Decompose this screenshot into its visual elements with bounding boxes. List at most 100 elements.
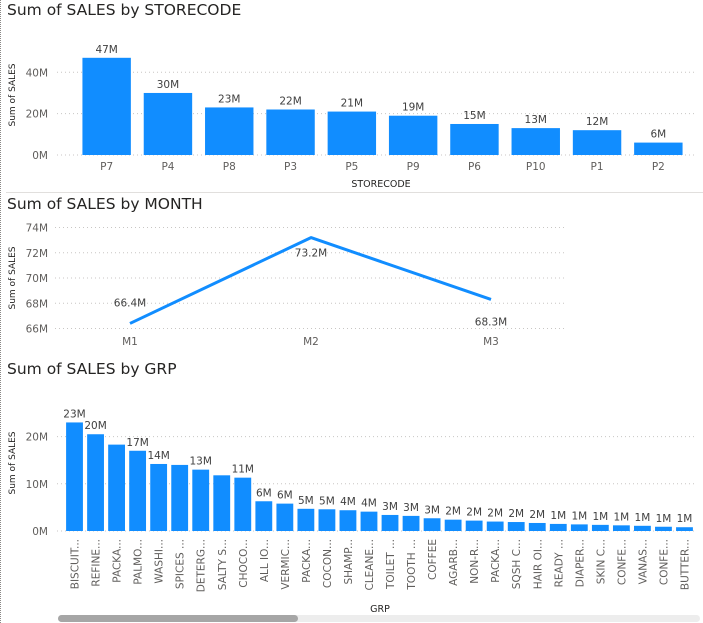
store-y-tick: 20M xyxy=(26,109,48,121)
store-bar xyxy=(327,111,377,155)
grp-x-tick: PACKA... xyxy=(301,539,313,583)
grp-x-tick: HAIR OI... xyxy=(532,539,544,589)
store-x-tick: P5 xyxy=(345,161,358,173)
grp-bar xyxy=(297,508,315,531)
grp-x-tick: READY ... xyxy=(553,539,565,587)
store-x-tick: P1 xyxy=(591,161,604,173)
grp-data-label: 13M xyxy=(190,456,212,468)
grp-x-tick: COFFEE xyxy=(427,539,439,580)
grp-bar xyxy=(591,524,609,531)
store-x-tick: P6 xyxy=(468,161,481,173)
grp-data-label: 1M xyxy=(614,511,630,523)
store-bar xyxy=(450,123,499,155)
grp-bar xyxy=(213,475,231,531)
horizontal-scrollbar[interactable] xyxy=(58,615,700,622)
grp-data-label: 2M xyxy=(529,509,545,521)
month-x-tick: M3 xyxy=(483,336,499,348)
grp-bar xyxy=(612,525,630,531)
grp-y-tick: 0M xyxy=(32,526,48,538)
grp-bar xyxy=(381,514,399,531)
grp-bar xyxy=(339,510,357,531)
store-y-tick: 0M xyxy=(32,150,48,162)
grp-bar xyxy=(549,523,567,531)
grp-bar xyxy=(87,434,104,531)
grp-bar xyxy=(318,509,336,531)
grp-data-label: 11M xyxy=(232,464,254,476)
grp-data-label: 5M xyxy=(319,495,335,507)
grp-x-tick: AGARB... xyxy=(448,539,460,586)
grp-x-tick: SPICES ... xyxy=(175,539,187,589)
grp-data-label: 1M xyxy=(635,512,651,524)
month-series-line xyxy=(129,236,492,325)
grp-data-label: 1M xyxy=(592,511,608,523)
grp-x-tick: SHAMP... xyxy=(343,539,355,585)
store-bar xyxy=(205,107,254,155)
store-bar xyxy=(634,142,683,155)
scrollbar-thumb[interactable] xyxy=(58,615,298,622)
grp-bar xyxy=(234,477,252,531)
canvas-left-border xyxy=(0,0,1,623)
store-data-label: 23M xyxy=(218,93,240,105)
grp-data-label: 2M xyxy=(508,508,524,520)
grp-x-tick: CONFE... xyxy=(616,539,628,585)
store-bar xyxy=(266,109,315,155)
grp-x-tick: ALL IO... xyxy=(259,539,271,582)
grp-data-label: 14M xyxy=(147,450,169,462)
grp-bar xyxy=(150,463,168,531)
grp-bar xyxy=(465,520,483,531)
store-data-label: 6M xyxy=(650,129,666,141)
grp-bar xyxy=(360,511,378,531)
grp-x-tick: DIAPER... xyxy=(574,539,586,587)
store-bar xyxy=(82,57,131,155)
month-data-label: 68.3M xyxy=(475,316,507,328)
grp-data-label: 20M xyxy=(84,420,106,432)
store-bar xyxy=(388,115,438,155)
grp-x-tick: BISCUIT... xyxy=(70,539,82,589)
month-y-tick: 68M xyxy=(26,298,48,310)
grp-data-label: 2M xyxy=(466,507,482,519)
grp-x-tick: SQSH C... xyxy=(511,539,523,589)
store-chart-title: Sum of SALES by STORECODE xyxy=(7,1,242,19)
grp-y-tick: 20M xyxy=(26,432,48,444)
grp-bar xyxy=(528,522,546,531)
grp-x-tick: REFINE... xyxy=(91,539,103,587)
grp-x-tick: BUTTER... xyxy=(679,539,691,590)
store-bar xyxy=(511,128,560,155)
store-x-tick: P4 xyxy=(161,161,174,173)
store-x-tick: P7 xyxy=(100,161,113,173)
store-data-label: 12M xyxy=(586,116,608,128)
grp-chart-svg: Sum of SALES GRP 0M10M20M23MBISCUIT...20… xyxy=(8,408,697,615)
grp-bar xyxy=(129,450,147,531)
grp-bar xyxy=(655,526,672,531)
grp-data-label: 4M xyxy=(361,498,377,510)
grp-x-tick: PACKA... xyxy=(112,539,124,583)
grp-x-tick: PALMO... xyxy=(133,539,145,585)
store-data-label: 15M xyxy=(463,110,485,122)
month-chart-visual[interactable]: Sum of SALES by MONTH Sum of SALES 66M 68… xyxy=(0,193,703,355)
grp-data-label: 3M xyxy=(382,501,398,513)
grp-bar xyxy=(402,515,420,531)
store-chart-svg: Sum of SALES STORECODE 0M 20M 40M 47M P7 30M P… xyxy=(8,44,695,190)
store-x-tick: P9 xyxy=(407,161,420,173)
store-x-axis-title: STORECODE xyxy=(351,179,410,190)
grp-data-label: 23M xyxy=(63,408,85,420)
grp-x-tick: NON-R... xyxy=(469,539,481,584)
store-x-tick: P10 xyxy=(526,161,546,173)
grp-y-axis-title: Sum of SALES xyxy=(8,431,18,494)
month-y-tick: 66M xyxy=(26,324,48,336)
grp-x-tick: VANAS... xyxy=(637,539,649,584)
store-data-label: 47M xyxy=(95,44,117,56)
grp-x-tick: VERMIC... xyxy=(280,539,292,590)
grp-x-tick: DETERG... xyxy=(196,539,208,592)
grp-data-label: 6M xyxy=(277,490,293,502)
grp-data-label: 1M xyxy=(571,510,587,522)
grp-chart-visual[interactable]: Sum of SALES by GRP Sum of SALES GRP 0M 1… xyxy=(0,355,703,623)
store-chart-visual[interactable]: Sum of SALES by STORECODE Sum of SALES S… xyxy=(0,0,703,192)
divider xyxy=(6,192,703,193)
grp-data-label: 2M xyxy=(487,508,503,520)
store-bar xyxy=(143,92,193,155)
grp-chart-title: Sum of SALES by GRP xyxy=(7,360,177,378)
month-y-tick: 74M xyxy=(26,223,48,235)
store-y-tick: 40M xyxy=(26,67,48,79)
grp-x-tick: CHOCO... xyxy=(238,539,250,588)
